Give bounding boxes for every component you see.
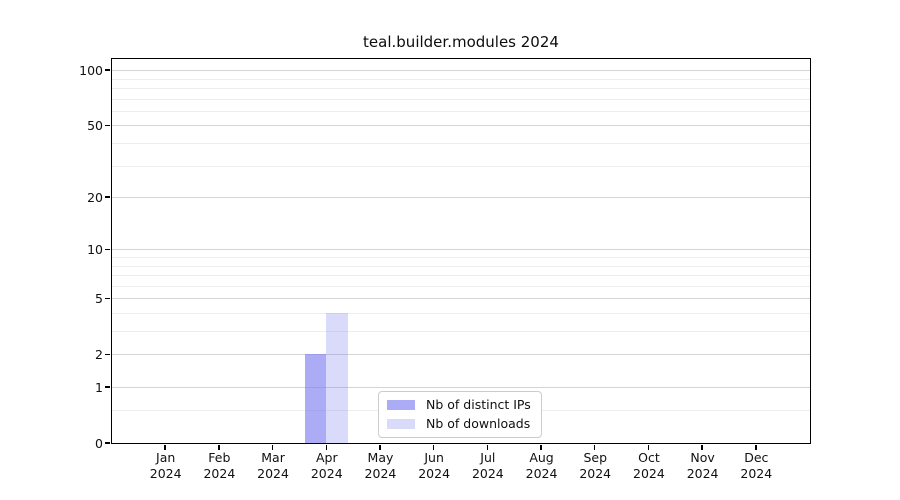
bar-downloads-apr xyxy=(326,313,348,443)
gridline-minor xyxy=(111,78,810,80)
gridline-minor xyxy=(111,275,810,277)
y-tick-label: 20 xyxy=(87,189,103,205)
x-tick-mark xyxy=(218,444,220,450)
x-tick-label: Oct 2024 xyxy=(617,450,681,481)
y-tick-label: 50 xyxy=(87,117,103,133)
x-tick-label: Mar 2024 xyxy=(241,450,305,481)
gridline-minor xyxy=(111,88,810,90)
gridline-major xyxy=(111,125,810,127)
x-tick-mark xyxy=(271,444,274,450)
x-tick-label: Jun 2024 xyxy=(402,450,466,481)
gridline-minor xyxy=(111,110,810,112)
x-tick-year: 2024 xyxy=(579,465,612,481)
legend-swatch xyxy=(387,418,415,429)
y-tick-mark xyxy=(104,69,110,71)
legend-label: Nb of downloads xyxy=(426,416,531,431)
x-tick-year: 2024 xyxy=(686,465,719,481)
gridline-minor xyxy=(111,257,810,258)
x-tick-year: 2024 xyxy=(740,465,773,481)
x-tick-label: Sep 2024 xyxy=(563,450,627,481)
x-tick-mark xyxy=(486,444,489,450)
gridline-minor xyxy=(111,165,810,167)
x-tick-year: 2024 xyxy=(418,465,451,481)
gridline-major xyxy=(111,298,810,300)
gridline-minor xyxy=(111,331,810,333)
x-tick-mark xyxy=(379,444,381,450)
x-tick-mark xyxy=(164,444,166,450)
legend-label: Nb of distinct IPs xyxy=(426,397,531,412)
gridline-minor xyxy=(111,143,810,145)
y-tick-label: 1 xyxy=(95,379,103,395)
legend: Nb of distinct IPs Nb of downloads xyxy=(378,391,542,438)
x-tick-mark xyxy=(325,444,328,450)
legend-row: Nb of distinct IPs xyxy=(387,397,531,412)
gridline-major xyxy=(111,387,810,388)
x-tick-mark xyxy=(755,444,757,450)
x-tick-mark xyxy=(701,444,703,450)
y-tick-mark xyxy=(104,248,110,251)
y-tick-mark xyxy=(104,353,110,355)
x-tick-label: Feb 2024 xyxy=(187,450,251,481)
x-tick-year: 2024 xyxy=(310,465,343,481)
legend-row: Nb of downloads xyxy=(387,416,531,431)
x-tick-label: Aug 2024 xyxy=(510,450,574,481)
gridline-minor xyxy=(111,98,810,100)
legend-swatch xyxy=(387,399,415,410)
chart-title: teal.builder.modules 2024 xyxy=(363,33,559,51)
y-tick-label: 2 xyxy=(95,346,103,362)
bar-distinct-ips-apr xyxy=(304,354,327,443)
gridline-major xyxy=(111,70,810,72)
y-tick-mark xyxy=(104,297,110,299)
x-tick-label: Jan 2024 xyxy=(134,450,198,481)
x-tick-mark xyxy=(593,444,596,450)
x-tick-year: 2024 xyxy=(149,465,182,481)
x-tick-label: Apr 2024 xyxy=(295,450,359,481)
y-tick-mark xyxy=(104,386,110,388)
y-tick-label: 0 xyxy=(95,435,103,451)
y-tick-mark xyxy=(104,124,110,127)
x-tick-year: 2024 xyxy=(257,465,289,481)
plot-area xyxy=(104,58,811,450)
x-tick-year: 2024 xyxy=(471,465,504,481)
x-tick-mark xyxy=(540,444,542,450)
x-tick-year: 2024 xyxy=(633,465,665,481)
gridline-minor xyxy=(111,285,810,287)
y-tick-mark xyxy=(104,196,110,198)
x-tick-label: Dec 2024 xyxy=(724,450,788,481)
x-tick-label: Jul 2024 xyxy=(456,450,520,481)
gridline-minor xyxy=(111,312,810,314)
x-tick-year: 2024 xyxy=(525,465,558,481)
gridline-major xyxy=(111,249,810,251)
x-tick-year: 2024 xyxy=(203,465,236,481)
y-tick-label: 100 xyxy=(79,62,103,78)
x-tick-label: May 2024 xyxy=(348,450,412,481)
y-tick-label: 10 xyxy=(87,241,103,257)
gridline-major xyxy=(111,354,810,356)
x-tick-mark xyxy=(432,444,435,450)
gridline-major xyxy=(111,197,810,199)
x-tick-mark xyxy=(647,444,650,450)
x-tick-year: 2024 xyxy=(364,465,397,481)
y-tick-label: 5 xyxy=(95,290,103,306)
y-tick-mark xyxy=(104,442,110,444)
x-tick-label: Nov 2024 xyxy=(671,450,735,481)
gridline-minor xyxy=(111,265,810,267)
